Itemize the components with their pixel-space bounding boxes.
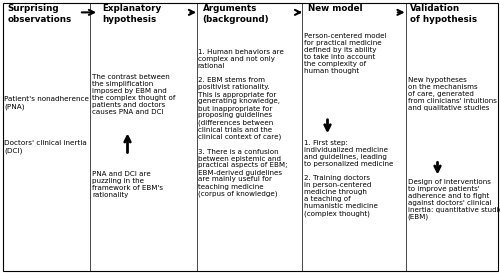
Text: PNA and DCI are
puzzling in the
framework of EBM's
rationality: PNA and DCI are puzzling in the framewor… xyxy=(92,170,164,197)
Text: Validation
of hypothesis: Validation of hypothesis xyxy=(410,4,477,24)
Text: Design of interventions
to improve patients'
adherence and to fight
against doct: Design of interventions to improve patie… xyxy=(408,179,500,220)
Text: New hypotheses
on the mechanisms
of care, generated
from clinicians' intuitions
: New hypotheses on the mechanisms of care… xyxy=(408,77,496,111)
Text: New model: New model xyxy=(308,4,362,13)
Text: Doctors' clinical inertia
(DCI): Doctors' clinical inertia (DCI) xyxy=(4,140,87,154)
Text: Surprising
observations: Surprising observations xyxy=(8,4,72,24)
Text: Patient's nonadherence
(PNA): Patient's nonadherence (PNA) xyxy=(4,96,89,110)
Text: Arguments
(background): Arguments (background) xyxy=(202,4,269,24)
Text: Person-centered model
for practical medicine
defined by its ability
to take into: Person-centered model for practical medi… xyxy=(304,33,386,74)
Text: 1. Human behaviors are
complex and not only
rational

2. EBM stems from
positivi: 1. Human behaviors are complex and not o… xyxy=(198,50,287,197)
Text: 1. First step:
individualized medicine
and guidelines, leading
to personalized m: 1. First step: individualized medicine a… xyxy=(304,140,393,217)
Text: Explanatory
hypothesis: Explanatory hypothesis xyxy=(102,4,162,24)
Text: The contrast between
the simplification
imposed by EBM and
the complex thought o: The contrast between the simplification … xyxy=(92,74,176,115)
